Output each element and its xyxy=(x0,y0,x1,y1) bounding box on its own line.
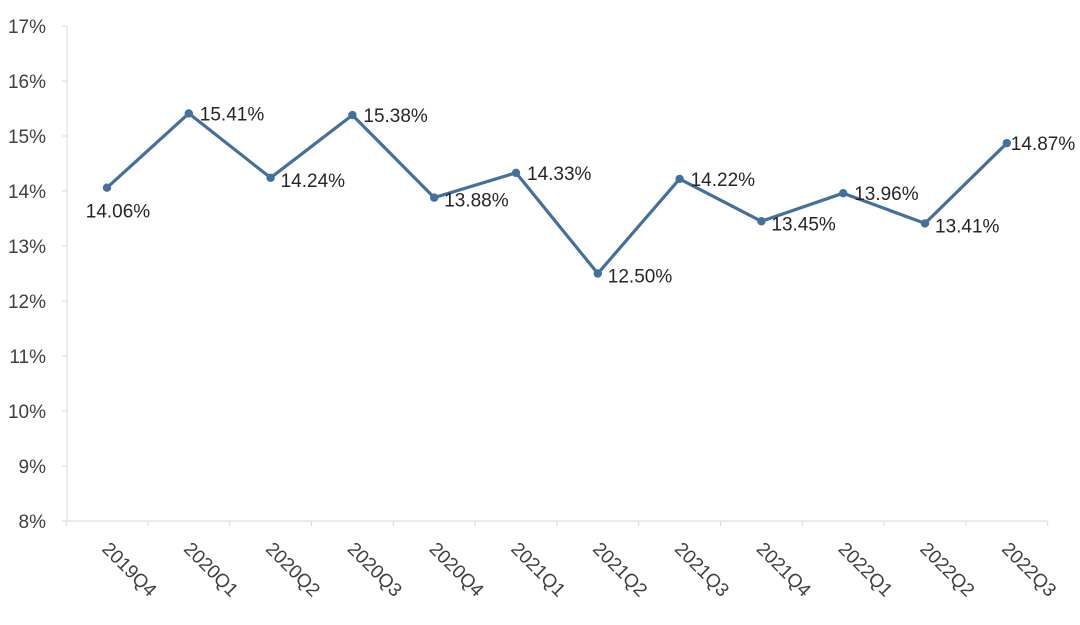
y-tick-label: 14% xyxy=(8,182,46,203)
y-tick-label: 13% xyxy=(8,237,46,258)
x-tick-label: 2020Q3 xyxy=(343,539,406,602)
data-point xyxy=(102,183,112,192)
x-tick-label: 2019Q4 xyxy=(97,539,160,602)
y-tick-label: 16% xyxy=(8,72,46,93)
data-label: 14.33% xyxy=(527,164,592,185)
y-tick-label: 12% xyxy=(8,292,46,313)
y-tick-label: 9% xyxy=(19,457,47,478)
y-tick-label: 17% xyxy=(8,17,46,38)
x-tick-label: 2021Q2 xyxy=(588,539,651,602)
y-axis: 8% 9% 10% 11% 12% 13% 14% 15% 16% 17% xyxy=(8,17,68,533)
data-label: 12.50% xyxy=(608,267,673,288)
y-tick-label: 11% xyxy=(9,347,46,368)
x-tick-label: 2020Q1 xyxy=(179,539,242,602)
data-point xyxy=(675,174,684,184)
data-label: 14.24% xyxy=(281,171,346,192)
data-label: 14.06% xyxy=(86,202,151,223)
x-tick-label: 2022Q1 xyxy=(834,539,897,602)
data-point xyxy=(593,269,602,278)
data-point xyxy=(184,109,193,118)
data-label: 15.38% xyxy=(363,106,428,127)
data-point xyxy=(757,217,766,226)
x-tick-label: 2021Q3 xyxy=(670,539,733,602)
x-tick-label: 2020Q2 xyxy=(261,539,324,602)
data-point xyxy=(266,173,275,182)
data-point xyxy=(511,168,521,178)
series-line xyxy=(105,111,1009,276)
x-tick-label: 2021Q1 xyxy=(506,539,569,602)
data-point xyxy=(839,189,848,198)
data-label: 13.96% xyxy=(854,184,919,205)
data-label: 14.22% xyxy=(691,170,756,191)
x-tick-label: 2021Q4 xyxy=(752,539,815,602)
data-point xyxy=(1002,138,1011,148)
x-tick-label: 2020Q4 xyxy=(425,539,488,602)
data-label: 13.88% xyxy=(444,191,509,212)
x-tick-label: 2022Q3 xyxy=(997,539,1060,602)
data-point xyxy=(348,110,357,120)
data-labels: 14.06% 15.41% 14.24% 15.38% 13.88% 14.33% 12.5… xyxy=(86,104,1076,287)
data-label: 13.45% xyxy=(771,214,836,235)
data-label: 13.41% xyxy=(935,216,1000,237)
data-point xyxy=(920,219,930,228)
x-axis: 2019Q4 2020Q1 2020Q2 2020Q3 2020Q4 2021Q1 2021… xyxy=(65,520,1060,602)
y-tick-label: 8% xyxy=(19,512,47,533)
series-line-group xyxy=(102,109,1011,278)
data-label: 14.87% xyxy=(1011,134,1076,155)
y-tick-label: 15% xyxy=(8,127,46,148)
data-label: 15.41% xyxy=(200,104,265,125)
y-tick-label: 10% xyxy=(8,402,46,423)
data-point xyxy=(430,193,439,202)
x-tick-label: 2022Q2 xyxy=(915,539,978,602)
